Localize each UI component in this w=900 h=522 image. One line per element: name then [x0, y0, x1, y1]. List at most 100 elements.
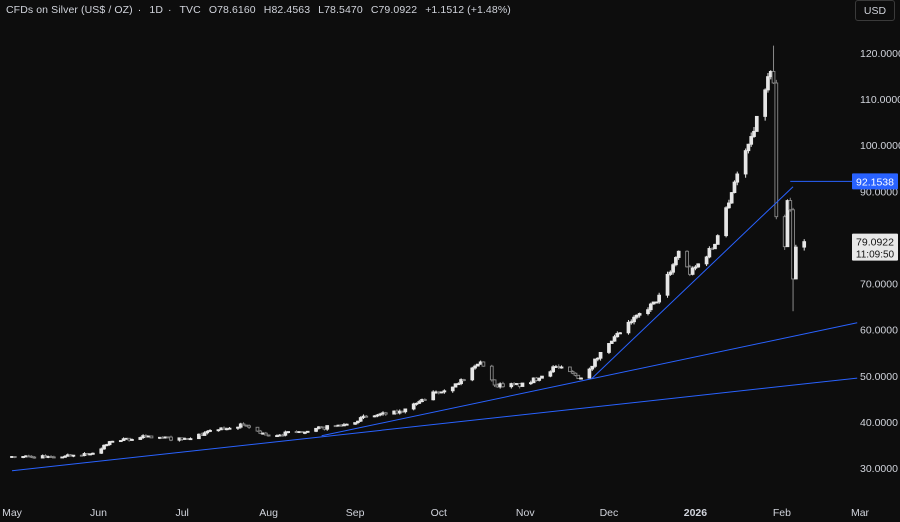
- candle: [99, 448, 104, 454]
- candle: [729, 192, 734, 204]
- candle: [587, 368, 592, 379]
- candle: [791, 209, 795, 280]
- candle: [216, 429, 221, 432]
- candle: [788, 200, 793, 211]
- level-price-label: [852, 173, 898, 190]
- candle: [766, 76, 770, 91]
- candle: [629, 321, 634, 324]
- candle: [378, 413, 383, 416]
- candle: [648, 303, 653, 311]
- candle: [609, 340, 614, 344]
- candle: [774, 82, 779, 218]
- candle: [632, 316, 636, 323]
- open-value: O78.6160: [208, 4, 256, 16]
- legend-separator: ·: [168, 4, 172, 16]
- candle: [724, 207, 728, 237]
- x-tick-label: Jun: [90, 507, 107, 519]
- candle: [657, 294, 662, 303]
- candle: [414, 402, 419, 405]
- candle: [590, 365, 595, 370]
- candle: [241, 423, 246, 426]
- candle: [442, 390, 447, 393]
- candle: [668, 271, 673, 275]
- candle: [754, 115, 759, 132]
- candle: [138, 437, 143, 440]
- candle: [646, 309, 650, 314]
- y-tick-label: 70.0000: [860, 279, 898, 291]
- candle: [763, 89, 768, 117]
- candle: [568, 366, 572, 373]
- candle: [540, 375, 544, 379]
- candle: [12, 456, 17, 458]
- candle: [509, 383, 514, 388]
- candle: [91, 452, 95, 455]
- candle: [595, 357, 600, 360]
- low-value: L78.5470: [318, 4, 363, 16]
- candle: [102, 444, 106, 450]
- candle: [576, 374, 581, 379]
- candle: [475, 363, 480, 367]
- candle: [548, 371, 553, 377]
- candle: [462, 379, 466, 382]
- x-tick-label: Mar: [851, 507, 870, 519]
- candle: [107, 441, 112, 446]
- trendline[interactable]: [321, 322, 858, 437]
- chart-legend: CFDs on Silver (US$ / OZ) · 1D · TVC O78.6…: [6, 4, 516, 16]
- candle: [771, 70, 776, 84]
- candle: [51, 456, 56, 459]
- x-tick-label: May: [2, 507, 23, 519]
- last-price-text: 79.0922: [856, 237, 894, 249]
- candle: [149, 435, 154, 439]
- candle: [205, 430, 210, 434]
- candle: [802, 241, 807, 248]
- candle: [314, 427, 318, 432]
- candle: [713, 243, 717, 250]
- candle: [358, 417, 363, 422]
- candle: [110, 440, 115, 443]
- candle: [197, 433, 201, 440]
- y-tick-label: 120.0000: [860, 48, 900, 60]
- candle: [559, 366, 564, 369]
- candle: [573, 372, 578, 376]
- candle: [453, 383, 458, 388]
- close-value: C79.0922: [370, 4, 418, 16]
- candle: [665, 273, 670, 296]
- candle: [417, 401, 422, 404]
- x-tick-label: Oct: [431, 507, 447, 519]
- candle: [286, 431, 291, 434]
- instrument-name: CFDs on Silver (US$ / OZ): [6, 4, 133, 16]
- change-value: +1.1512 (+1.48%): [425, 4, 511, 16]
- candle: [456, 383, 461, 386]
- candle: [188, 438, 193, 441]
- candle: [618, 332, 622, 335]
- x-tick-label: Feb: [773, 507, 791, 519]
- candle: [258, 430, 263, 434]
- candle: [63, 455, 67, 458]
- candle: [353, 422, 357, 425]
- interval-label[interactable]: 1D: [149, 4, 164, 16]
- candle: [255, 426, 260, 432]
- currency-button[interactable]: USD: [855, 0, 895, 21]
- level-price-text: 92.1538: [856, 176, 894, 188]
- candle: [528, 382, 533, 385]
- candle: [732, 181, 737, 194]
- candle: [283, 431, 288, 436]
- countdown-text: 11:09:50: [856, 250, 895, 261]
- candle: [383, 412, 388, 415]
- candle: [422, 398, 427, 401]
- y-tick-label: 30.0000: [860, 463, 898, 475]
- candle: [696, 263, 701, 268]
- candle: [411, 403, 416, 410]
- x-tick-label: Dec: [600, 507, 619, 519]
- candle: [685, 250, 689, 268]
- candle: [743, 150, 748, 175]
- candle: [752, 130, 756, 137]
- candle: [537, 377, 542, 381]
- candle: [551, 366, 556, 373]
- trendline[interactable]: [591, 186, 794, 379]
- candle: [489, 365, 494, 381]
- x-tick-label: 2026: [684, 507, 708, 519]
- trendline[interactable]: [11, 377, 858, 472]
- candle: [459, 379, 463, 385]
